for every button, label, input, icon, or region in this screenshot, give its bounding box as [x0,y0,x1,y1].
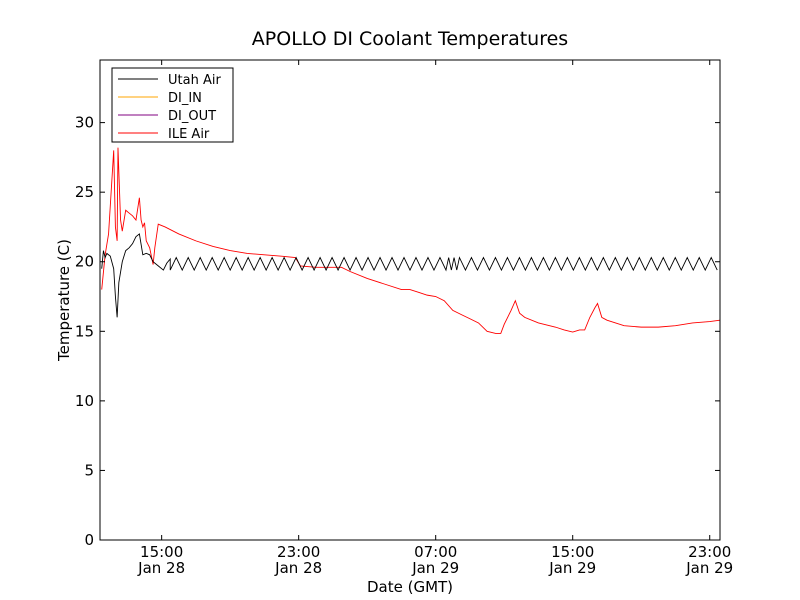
y-tick-label: 10 [75,392,94,410]
legend-label-di-out: DI_OUT [168,109,216,124]
x-tick-label-date: Jan 28 [137,559,185,577]
x-tick-label-date: Jan 29 [548,559,596,577]
x-tick-label-date: Jan 29 [411,559,459,577]
x-tick-label-date: Jan 29 [685,559,733,577]
series-line-ile-air [101,147,721,334]
plot-frame [99,59,721,541]
x-tick-label-time: 23:00 [688,543,731,561]
y-tick-label: 30 [75,114,94,132]
series-layer [101,147,721,334]
series-line-utah-air [101,233,718,318]
x-tick-label-time: 15:00 [551,543,594,561]
y-tick-label: 15 [75,322,94,340]
legend-label-ile-air: ILE Air [168,127,210,142]
x-tick-label-time: 07:00 [414,543,457,561]
chart-title: APOLLO DI Coolant Temperatures [252,28,568,50]
x-tick-label-date: Jan 28 [274,559,322,577]
x-axis-label: Date (GMT) [367,578,453,596]
x-tick-label-time: 23:00 [277,543,320,561]
y-axis: 0 5 10 15 20 25 30 [75,114,720,549]
x-tick-label-time: 15:00 [140,543,183,561]
y-tick-label: 5 [84,461,94,479]
y-axis-label: Temperature (C) [55,239,73,362]
y-tick-label: 20 [75,253,94,271]
legend-label-utah-air: Utah Air [168,73,221,88]
legend-label-di-in: DI_IN [168,91,202,106]
legend-frame [111,67,234,143]
y-tick-label: 25 [75,183,94,201]
y-tick-label: 0 [84,531,94,549]
legend: Utah Air DI_IN DI_OUT ILE Air [111,67,234,143]
